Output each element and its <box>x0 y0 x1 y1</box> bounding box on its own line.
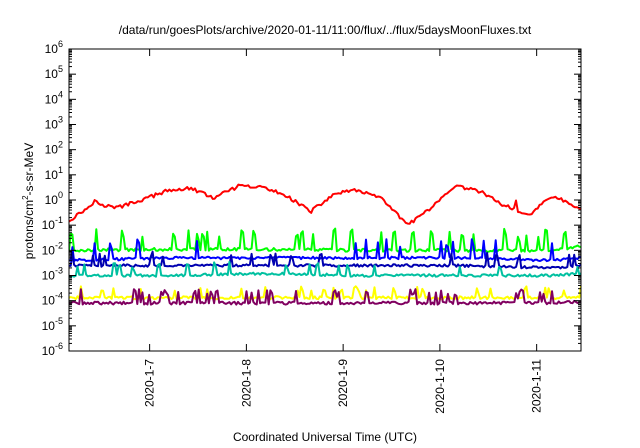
y-tick-label: 10-1 <box>42 215 63 232</box>
series-line-2 <box>69 227 581 253</box>
plot-area: 106 105 104 103 102 101 100 10-1 10-2 10-3 10-4 10-… <box>42 39 582 414</box>
series-line-6 <box>69 285 581 301</box>
svg-text:protons/cm2-s-sr-MeV: protons/cm2-s-sr-MeV <box>21 143 36 259</box>
y-tick-label: 104 <box>45 89 63 106</box>
y-tick-label: 106 <box>45 39 63 56</box>
x-tick-label: 2020-1-7 <box>143 359 157 407</box>
y-tick-label: 102 <box>45 140 63 157</box>
y-axis-label-units: -s-sr-MeV <box>22 143 36 196</box>
y-axis-label-exponent: 2 <box>21 195 30 200</box>
x-tick-label: 2020-1-10 <box>433 359 447 414</box>
plot-frame <box>68 48 582 352</box>
series-line-1 <box>69 183 581 225</box>
y-tick-label: 10-5 <box>42 316 63 333</box>
y-tick-label: 10-3 <box>42 266 63 283</box>
y-tick-label: 101 <box>45 165 63 182</box>
y-tick-label: 10-2 <box>42 240 63 257</box>
series-line-4 <box>69 250 581 270</box>
x-tick-label: 2020-1-11 <box>530 359 544 413</box>
y-tick-label: 105 <box>45 64 63 81</box>
y-axis-label-text: protons/cm <box>22 200 36 259</box>
chart-title: /data/run/goesPlots/archive/2020-01-11/1… <box>119 23 532 37</box>
series-line-7 <box>69 288 581 306</box>
y-tick-label: 10-6 <box>42 341 63 358</box>
x-tick-label: 2020-1-8 <box>239 359 253 407</box>
series-layer <box>69 183 581 306</box>
y-tick-label: 103 <box>45 115 63 132</box>
y-axis-label: protons/cm2-s-sr-MeV <box>21 143 36 259</box>
x-tick-label: 2020-1-9 <box>336 359 350 407</box>
series-line-5 <box>69 260 581 278</box>
y-tick-label: 100 <box>45 190 63 207</box>
x-axis-label: Coordinated Universal Time (UTC) <box>233 430 417 444</box>
y-tick-label: 10-4 <box>42 291 63 308</box>
axis-layer: 106 105 104 103 102 101 100 10-1 10-2 10-3 10-4 10-… <box>42 39 581 414</box>
